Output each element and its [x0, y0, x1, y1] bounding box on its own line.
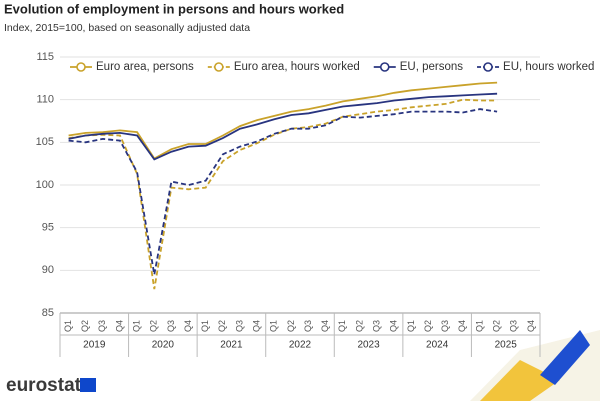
- year-label: 2025: [495, 340, 518, 351]
- y-tick-label: 95: [42, 222, 54, 234]
- x-tick-label: Q2: [80, 320, 90, 332]
- legend-label: Euro area, hours worked: [234, 61, 360, 73]
- legend-label: EU, persons: [400, 61, 464, 73]
- x-tick-label: Q2: [354, 320, 364, 332]
- line-series: [68, 98, 498, 290]
- x-tick-label: Q1: [474, 320, 484, 332]
- year-label: 2019: [83, 340, 106, 351]
- line-series: [68, 108, 498, 275]
- x-tick-label: Q3: [440, 320, 450, 332]
- line-series: [68, 92, 498, 161]
- x-tick-label: Q3: [166, 320, 176, 332]
- legend-marker: [214, 62, 224, 72]
- y-tick-label: 110: [36, 94, 54, 106]
- y-tick-label: 105: [36, 136, 54, 148]
- x-tick-label: Q1: [337, 320, 347, 332]
- brand: eurostat: [6, 375, 82, 396]
- x-tick-label: Q2: [286, 320, 296, 332]
- x-tick-label: Q1: [63, 320, 73, 332]
- chart-title: Evolution of employment in persons and h…: [4, 1, 344, 16]
- logo-flag: [80, 378, 96, 392]
- x-tick-label: Q3: [509, 320, 519, 332]
- x-tick-label: Q4: [320, 320, 330, 332]
- legend-marker: [379, 62, 390, 72]
- legend-label: EU, hours worked: [503, 61, 594, 73]
- y-tick-label: 100: [36, 179, 54, 191]
- legend-marker: [76, 62, 86, 72]
- chart-subtitle: Index, 2015=100, based on seasonally adj…: [4, 22, 250, 34]
- x-tick-label: Q1: [269, 320, 279, 332]
- x-tick-label: Q4: [457, 320, 467, 332]
- year-label: 2020: [152, 340, 175, 351]
- x-tick-label: Q4: [252, 320, 262, 332]
- year-label: 2022: [289, 340, 312, 351]
- y-tick-label: 85: [42, 307, 54, 319]
- x-tick-label: Q1: [132, 320, 142, 332]
- x-tick-label: Q3: [234, 320, 244, 332]
- x-tick-label: Q1: [200, 320, 210, 332]
- x-tick-label: Q4: [183, 320, 193, 332]
- x-tick-label: Q2: [149, 320, 159, 332]
- x-tick-label: Q1: [406, 320, 416, 332]
- x-tick-label: Q2: [423, 320, 433, 332]
- year-label: 2023: [357, 340, 380, 351]
- line-series: [68, 81, 498, 160]
- x-tick-label: Q2: [217, 320, 227, 332]
- x-tick-label: Q4: [114, 320, 124, 332]
- x-tick-label: Q4: [526, 320, 536, 332]
- x-tick-label: Q3: [372, 320, 382, 332]
- year-label: 2021: [220, 340, 243, 351]
- x-tick-label: Q4: [389, 320, 399, 332]
- year-label: 2024: [426, 340, 449, 351]
- decoration: [540, 330, 590, 385]
- decoration: [480, 360, 560, 401]
- y-tick-label: 115: [36, 51, 54, 63]
- x-tick-label: Q3: [303, 320, 313, 332]
- x-tick-label: Q3: [97, 320, 107, 332]
- x-tick-label: Q2: [492, 320, 502, 332]
- legend-marker: [483, 62, 493, 72]
- y-tick-label: 90: [42, 264, 54, 276]
- legend-label: Euro area, persons: [96, 61, 194, 73]
